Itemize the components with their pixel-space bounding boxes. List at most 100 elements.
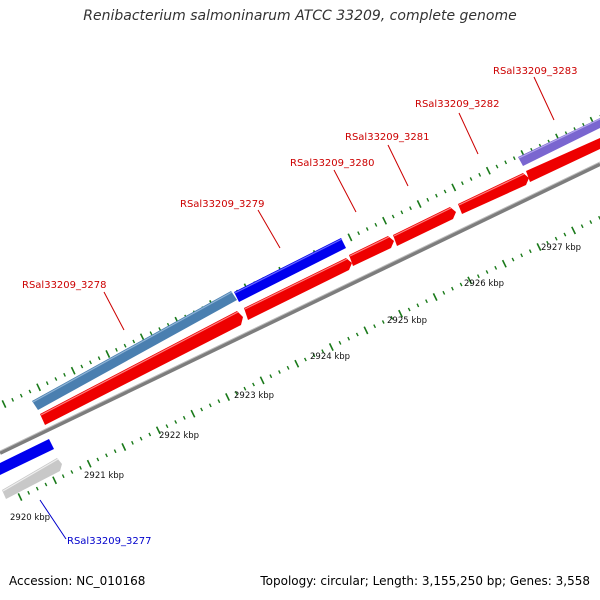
major-tick: [485, 166, 491, 175]
minor-tick: [390, 315, 394, 320]
leader-rsal33209-3280: [333, 169, 357, 213]
label-rsal33209-3279[interactable]: RSal33209_3279: [180, 199, 264, 210]
label-rsal33209-3277[interactable]: RSal33209_3277: [67, 536, 151, 547]
major-tick: [416, 200, 422, 208]
major-tick: [536, 243, 542, 251]
minor-tick: [61, 474, 65, 479]
major-tick: [121, 443, 127, 451]
minor-tick: [442, 290, 446, 295]
forward-strand-track: [0, 118, 600, 475]
minor-tick: [148, 432, 152, 437]
gene-rsal33209-3278[interactable]: [32, 291, 237, 410]
inner-tick-track: [17, 215, 600, 501]
minor-tick: [217, 399, 221, 404]
kbp-label-2925: 2925 kbp: [387, 316, 427, 326]
minor-tick: [97, 356, 101, 361]
minor-tick: [347, 336, 351, 341]
kbp-label-2921: 2921 kbp: [84, 471, 124, 481]
minor-tick: [139, 436, 143, 441]
gene-rsal33209-3277[interactable]: [2, 458, 62, 499]
minor-tick: [374, 222, 378, 227]
minor-tick: [426, 197, 430, 202]
leader-rsal33209-3281: [387, 144, 409, 187]
major-tick: [571, 226, 577, 235]
minor-tick: [589, 220, 593, 225]
leader-rsal33209-3279: [257, 209, 281, 249]
minor-tick: [554, 236, 558, 241]
gene-reverse-partial-right[interactable]: [526, 138, 600, 182]
minor-tick: [200, 407, 204, 412]
gene-rsal33209-3279-highlight: [234, 238, 343, 294]
major-tick: [363, 326, 369, 335]
minor-tick: [278, 370, 281, 374]
label-rsal33209-3282[interactable]: RSal33209_3282: [415, 99, 499, 110]
minor-tick: [338, 340, 342, 345]
gene-forward-partial-left[interactable]: [0, 439, 54, 475]
minor-tick: [391, 214, 395, 219]
label-rsal33209-3283[interactable]: RSal33209_3283: [493, 66, 577, 77]
minor-tick: [469, 177, 473, 181]
gene-rsal33209-3280[interactable]: [349, 236, 394, 266]
kbp-label-2927: 2927 kbp: [541, 243, 581, 253]
minor-tick: [435, 193, 438, 198]
major-tick: [451, 183, 457, 192]
minor-tick: [113, 449, 117, 454]
major-tick: [52, 476, 58, 485]
major-tick: [36, 383, 42, 392]
minor-tick: [400, 210, 404, 215]
minor-tick: [485, 270, 489, 274]
minor-tick: [269, 374, 273, 379]
minor-tick: [174, 420, 178, 424]
minor-tick: [580, 224, 584, 229]
minor-tick: [504, 160, 508, 165]
label-rsal33209-3280[interactable]: RSal33209_3280: [290, 158, 374, 169]
minor-tick: [35, 486, 39, 491]
minor-tick: [494, 265, 498, 270]
minor-tick: [165, 424, 169, 429]
gene-rsal33209-3282[interactable]: [458, 173, 529, 214]
major-tick: [225, 393, 231, 401]
topology-text: Topology: circular; Length: 3,155,250 bp…: [260, 574, 590, 588]
minor-tick: [373, 324, 377, 329]
label-rsal33209-3281[interactable]: RSal33209_3281: [345, 132, 429, 143]
minor-tick: [158, 327, 162, 331]
minor-tick: [96, 457, 100, 462]
minor-tick: [115, 347, 118, 352]
reverse-strand-track: [2, 138, 600, 499]
major-tick: [70, 366, 76, 375]
major-tick: [347, 233, 353, 242]
gene-rsal33209-3279[interactable]: [234, 238, 346, 302]
minor-tick: [511, 257, 515, 262]
major-tick: [501, 259, 507, 268]
leader-rsal33209-3278: [103, 291, 125, 331]
gene-reverse-long-highlight: [40, 311, 239, 416]
minor-tick: [45, 381, 49, 386]
gene-rsal33209-3281[interactable]: [393, 207, 456, 246]
gene-reverse-segment-a[interactable]: [244, 258, 352, 320]
minor-tick: [520, 253, 524, 258]
minor-tick: [11, 397, 15, 402]
minor-tick: [70, 470, 74, 474]
major-tick: [432, 293, 438, 301]
gene-rsal33209-3283[interactable]: [518, 118, 600, 166]
major-tick: [155, 426, 161, 435]
major-tick: [190, 409, 196, 418]
kbp-label-2926: 2926 kbp: [464, 279, 504, 289]
minor-tick: [381, 320, 385, 324]
major-tick: [294, 359, 300, 368]
minor-tick: [149, 331, 153, 336]
major-tick: [17, 493, 23, 501]
minor-tick: [208, 403, 212, 408]
gene-rsal33209-3283-highlight: [518, 118, 600, 159]
minor-tick: [131, 440, 134, 445]
leader-rsal33209-3277: [39, 499, 67, 540]
label-rsal33209-3278[interactable]: RSal33209_3278: [22, 280, 106, 291]
kbp-scale-labels: 2920 kbp 2921 kbp 2922 kbp 2923 kbp 2924…: [10, 243, 581, 523]
minor-tick: [252, 382, 255, 387]
minor-tick: [63, 372, 66, 377]
gene-rsal33209-3282-highlight: [458, 173, 525, 206]
minor-tick: [425, 299, 428, 304]
gene-reverse-long[interactable]: [40, 311, 243, 425]
minor-tick: [321, 349, 325, 354]
